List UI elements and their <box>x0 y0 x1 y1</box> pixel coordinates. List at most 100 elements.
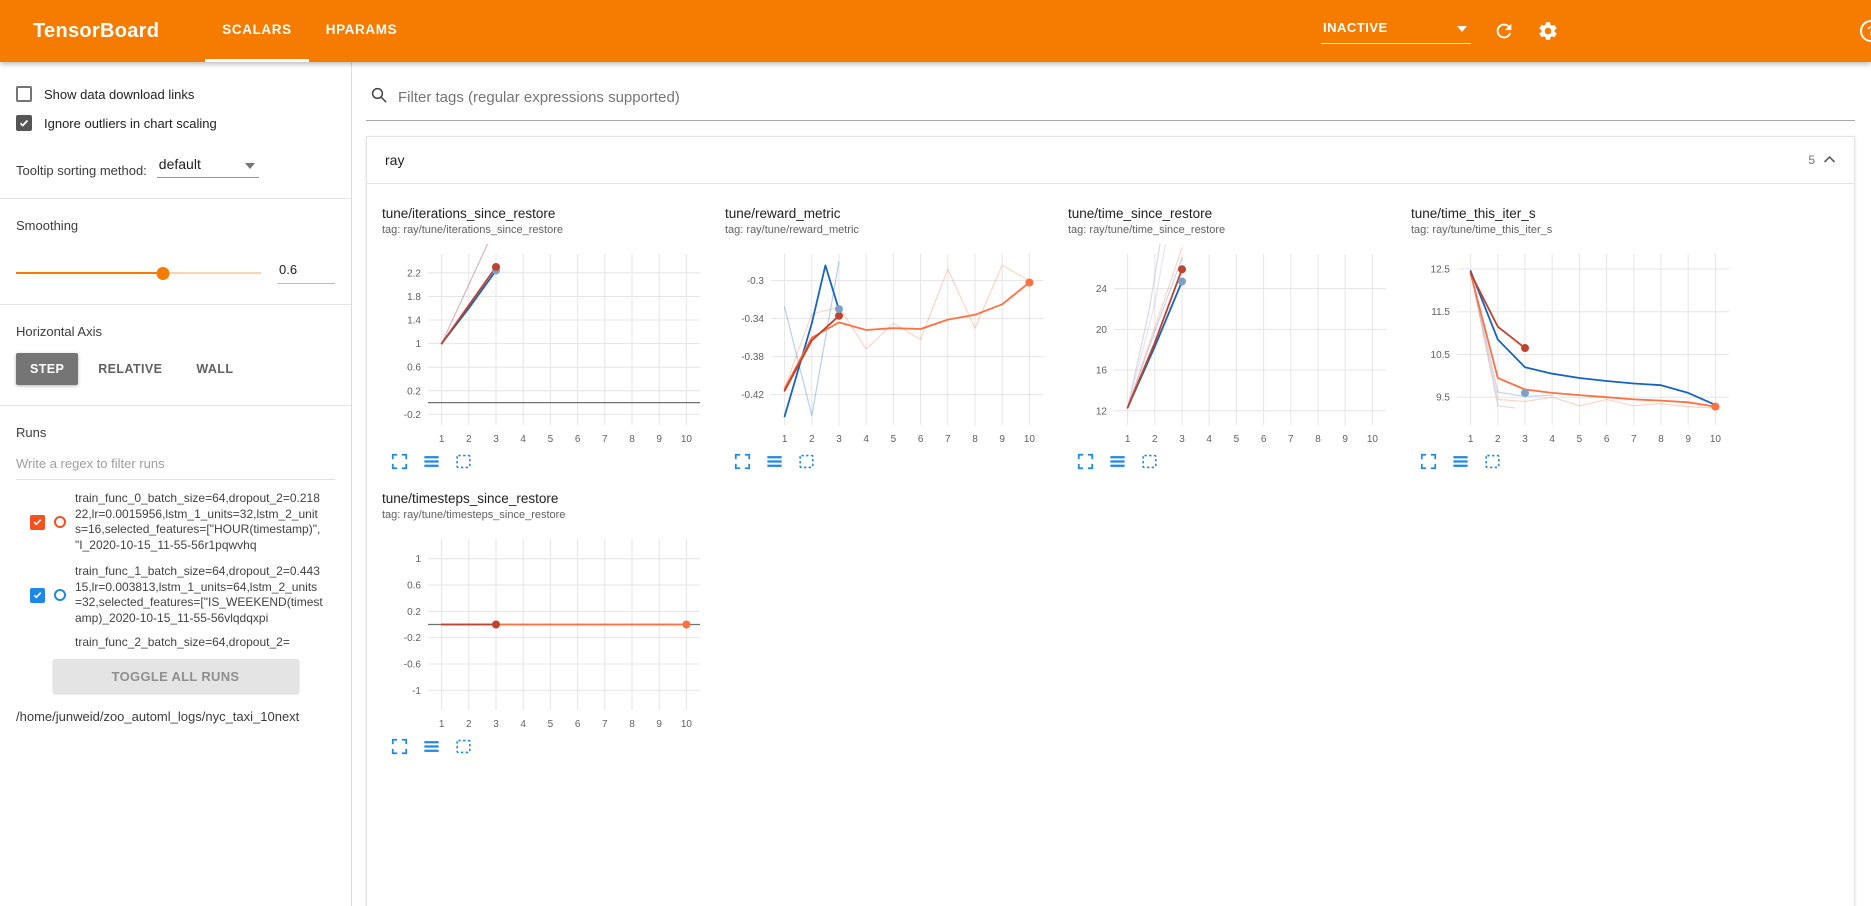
svg-text:9: 9 <box>656 719 662 730</box>
toggle-all-runs-button[interactable]: TOGGLE ALL RUNS <box>52 659 299 693</box>
show-download-links-row[interactable]: Show data download links <box>16 86 335 102</box>
svg-text:5: 5 <box>1577 434 1583 445</box>
chart-toolbar <box>382 452 725 471</box>
show-download-links-label: Show data download links <box>44 86 195 102</box>
chart-tag: tag: ray/tune/timesteps_since_restore <box>382 509 566 521</box>
smoothing-value[interactable]: 0.6 <box>277 262 335 284</box>
pin-chart-icon[interactable] <box>454 452 473 471</box>
svg-text:-0.6: -0.6 <box>404 659 422 670</box>
menu-lines-icon[interactable] <box>765 452 784 471</box>
slider-fill <box>16 272 163 274</box>
settings-gear-icon[interactable] <box>1537 20 1559 42</box>
svg-text:0.2: 0.2 <box>407 386 421 397</box>
horizontal-axis-label: Horizontal Axis <box>16 324 102 339</box>
svg-text:3: 3 <box>836 434 842 445</box>
svg-text:5: 5 <box>1234 434 1240 445</box>
chart-canvas[interactable]: 1 2 3 4 5 6 7 8 9 10 -1 -0.6 -0.2 0.2 0.6 1 <box>382 529 712 735</box>
pin-chart-icon[interactable] <box>454 737 473 756</box>
slider-thumb[interactable] <box>156 266 170 280</box>
smoothing-slider[interactable] <box>16 266 261 280</box>
svg-text:1: 1 <box>1125 434 1131 445</box>
svg-text:6: 6 <box>1261 434 1267 445</box>
svg-text:4: 4 <box>1549 434 1555 445</box>
log-directory: /home/junweid/zoo_automl_logs/nyc_taxi_1… <box>16 709 300 724</box>
smoothing-section: Smoothing 0.6 <box>16 218 335 284</box>
status-dropdown[interactable]: INACTIVE <box>1321 18 1471 44</box>
svg-text:7: 7 <box>1288 434 1294 445</box>
menu-lines-icon[interactable] <box>1451 452 1470 471</box>
tab-hparams[interactable]: HPARAMS <box>325 22 398 37</box>
app-title: TensorBoard <box>33 19 160 42</box>
chart-title: tune/iterations_since_restore <box>382 206 556 221</box>
chart-canvas[interactable]: 1 2 3 4 5 6 7 8 9 10 9.5 10.5 11.5 12.5 <box>1411 244 1741 450</box>
chart-toolbar <box>725 452 1068 471</box>
chart-card: tune/iterations_since_restore tag: ray/tu… <box>382 206 725 471</box>
svg-text:8: 8 <box>1315 434 1321 445</box>
axis-relative-button[interactable]: RELATIVE <box>84 353 176 385</box>
menu-lines-icon[interactable] <box>422 737 441 756</box>
run-label: train_func_0_batch_size=64,dropout_2=0.2… <box>75 491 321 552</box>
tag-group-count: 5 <box>1808 153 1815 167</box>
axis-step-button[interactable]: STEP <box>16 353 79 385</box>
chart-canvas[interactable]: 1 2 3 4 5 6 7 8 9 10 -0.2 0.2 0.6 1 1.4 1.8 2.2 <box>382 244 712 450</box>
svg-text:12: 12 <box>1096 406 1108 417</box>
menu-lines-icon[interactable] <box>1108 452 1127 471</box>
expand-chart-icon[interactable] <box>390 452 409 471</box>
expand-chart-icon[interactable] <box>1419 452 1438 471</box>
pin-chart-icon[interactable] <box>1483 452 1502 471</box>
pin-chart-icon[interactable] <box>797 452 816 471</box>
chart-toolbar <box>382 737 725 756</box>
tooltip-sorting-dropdown[interactable]: default <box>156 156 259 178</box>
svg-text:2: 2 <box>466 434 472 445</box>
runs-filter-input[interactable] <box>16 448 335 480</box>
svg-text:4: 4 <box>863 434 869 445</box>
run-item[interactable]: train_func_2_batch_size=64,dropout_2= <box>30 635 335 651</box>
show-download-links-checkbox[interactable] <box>16 86 32 102</box>
ignore-outliers-row[interactable]: Ignore outliers in chart scaling <box>16 115 335 131</box>
ignore-outliers-checkbox[interactable] <box>16 115 32 131</box>
svg-text:3: 3 <box>1522 434 1528 445</box>
main-content: ray 5 tune/iterations_since_restore tag: … <box>352 62 1871 906</box>
help-icon[interactable]: ? <box>1859 19 1871 43</box>
chart-canvas[interactable]: 1 2 3 4 5 6 7 8 9 10 -0.42 -0.38 -0.34 -0.3 <box>725 244 1055 450</box>
tab-scalars[interactable]: SCALARS <box>205 0 309 62</box>
svg-text:-0.2: -0.2 <box>404 633 422 644</box>
svg-text:2: 2 <box>809 434 815 445</box>
tag-filter-input[interactable] <box>398 89 1851 106</box>
run-solo-radio[interactable] <box>54 589 66 601</box>
svg-text:11.5: 11.5 <box>1431 307 1450 318</box>
expand-chart-icon[interactable] <box>390 737 409 756</box>
svg-text:5: 5 <box>548 434 554 445</box>
svg-text:-0.2: -0.2 <box>404 410 422 421</box>
refresh-icon[interactable] <box>1493 20 1515 42</box>
horizontal-axis-section: Horizontal Axis STEP RELATIVE WALL <box>16 324 335 385</box>
svg-text:0.2: 0.2 <box>407 607 421 618</box>
header: TensorBoard SCALARS HPARAMS INACTIVE ? <box>0 0 1871 62</box>
svg-text:1.8: 1.8 <box>407 292 421 303</box>
svg-text:2: 2 <box>1495 434 1501 445</box>
svg-text:20: 20 <box>1096 325 1108 336</box>
run-solo-radio[interactable] <box>54 516 66 528</box>
svg-text:9: 9 <box>656 434 662 445</box>
svg-text:6: 6 <box>1604 434 1610 445</box>
run-item[interactable]: train_func_1_batch_size=64,dropout_2=0.4… <box>30 564 335 626</box>
chevron-up-icon[interactable] <box>1823 153 1836 167</box>
svg-text:1: 1 <box>1468 434 1474 445</box>
chart-card: tune/reward_metric tag: ray/tune/reward_m… <box>725 206 1068 471</box>
menu-lines-icon[interactable] <box>422 452 441 471</box>
run-checkbox[interactable] <box>30 587 45 603</box>
axis-wall-button[interactable]: WALL <box>182 353 247 385</box>
svg-text:9: 9 <box>1685 434 1691 445</box>
expand-chart-icon[interactable] <box>733 452 752 471</box>
ignore-outliers-label: Ignore outliers in chart scaling <box>44 115 217 131</box>
pin-chart-icon[interactable] <box>1140 452 1159 471</box>
svg-text:5: 5 <box>891 434 897 445</box>
run-checkbox[interactable] <box>30 514 45 530</box>
tag-group-header[interactable]: ray 5 <box>367 137 1854 184</box>
svg-text:1: 1 <box>439 719 445 730</box>
svg-text:24: 24 <box>1096 284 1108 295</box>
run-item[interactable]: train_func_0_batch_size=64,dropout_2=0.2… <box>30 491 335 553</box>
expand-chart-icon[interactable] <box>1076 452 1095 471</box>
svg-text:9.5: 9.5 <box>1436 393 1450 404</box>
